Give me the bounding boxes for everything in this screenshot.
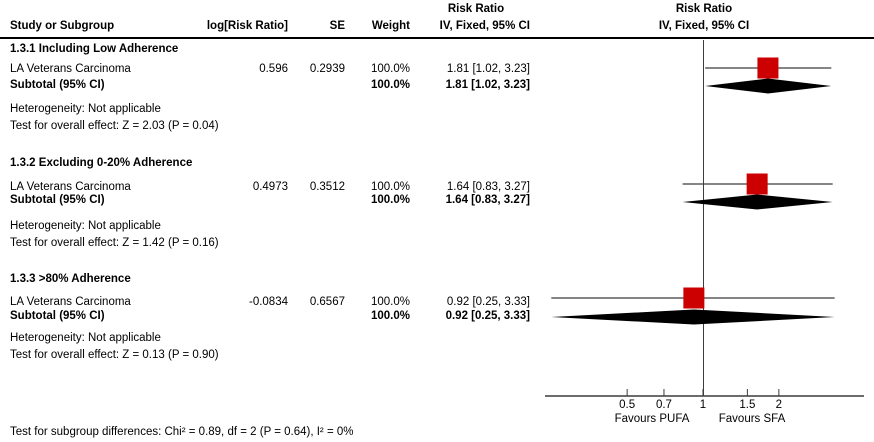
overall-effect-text: Test for overall effect: Z = 0.13 (P = 0… xyxy=(10,349,219,361)
subtotal-label: Subtotal (95% CI) xyxy=(10,194,105,206)
subtotal-diamond xyxy=(705,78,832,94)
study-row: LA Veterans Carcinoma -0.0834 0.6567 100… xyxy=(0,296,874,309)
overall-effect-text: Test for overall effect: Z = 2.03 (P = 0… xyxy=(10,120,219,132)
heterogeneity-text: Heterogeneity: Not applicable xyxy=(10,103,161,115)
study-se: 0.3512 xyxy=(309,181,345,193)
study-se: 0.6567 xyxy=(309,296,345,308)
subtotal-diamond xyxy=(682,194,833,210)
study-log-risk-ratio: -0.0834 xyxy=(248,296,288,308)
subgroup-differences-test: Test for subgroup differences: Chi² = 0.… xyxy=(10,426,354,438)
study-weight: 100.0% xyxy=(370,296,410,308)
header-underline xyxy=(0,37,874,39)
study-weight: 100.0% xyxy=(370,63,410,75)
column-header-log-risk-ratio: log[Risk Ratio] xyxy=(206,20,288,32)
study-ci-text: 1.64 [0.83, 3.27] xyxy=(446,181,530,193)
subtotal-label: Subtotal (95% CI) xyxy=(10,79,105,91)
study-row: LA Veterans Carcinoma 0.4973 0.3512 100.… xyxy=(0,181,874,194)
axis-tick-label: 0.7 xyxy=(655,399,672,411)
subtotal-weight: 100.0% xyxy=(370,310,410,322)
study-weight-marker xyxy=(683,287,705,309)
subtotal-ci-text: 1.64 [0.83, 3.27] xyxy=(445,194,530,206)
study-name: LA Veterans Carcinoma xyxy=(10,296,131,308)
study-ci-text: 0.92 [0.25, 3.33] xyxy=(446,296,530,308)
subtotal-ci-text: 1.81 [1.02, 3.23] xyxy=(445,79,530,91)
study-log-risk-ratio: 0.596 xyxy=(259,63,288,75)
heterogeneity-text: Heterogeneity: Not applicable xyxy=(10,332,161,344)
study-name: LA Veterans Carcinoma xyxy=(10,63,131,75)
subtotal-row: Subtotal (95% CI) 100.0% 1.81 [1.02, 3.2… xyxy=(0,79,874,92)
subtotal-diamond xyxy=(551,309,835,325)
subtotal-row: Subtotal (95% CI) 100.0% 1.64 [0.83, 3.2… xyxy=(0,194,874,207)
overall-effect-text: Test for overall effect: Z = 1.42 (P = 0… xyxy=(10,237,219,249)
subgroup-title: 1.3.1 Including Low Adherence xyxy=(10,43,179,55)
axis-tick-label: 2 xyxy=(775,399,783,411)
column-header-se: SE xyxy=(329,20,345,32)
subtotal-label: Subtotal (95% CI) xyxy=(10,310,105,322)
study-se: 0.2939 xyxy=(309,63,345,75)
study-log-risk-ratio: 0.4973 xyxy=(252,181,288,193)
plot-column-effect-title: Risk Ratio xyxy=(675,3,733,15)
axis-tick-label: 1 xyxy=(699,399,707,411)
subtotal-row: Subtotal (95% CI) 100.0% 0.92 [0.25, 3.3… xyxy=(0,310,874,323)
subtotal-weight: 100.0% xyxy=(370,194,410,206)
study-weight-marker xyxy=(746,173,768,195)
heterogeneity-text: Heterogeneity: Not applicable xyxy=(10,220,161,232)
study-ci-text: 1.81 [1.02, 3.23] xyxy=(446,63,530,75)
axis-tick-label: 1.5 xyxy=(739,399,756,411)
column-header-study: Study or Subgroup xyxy=(10,20,115,32)
subtotal-ci-text: 0.92 [0.25, 3.33] xyxy=(445,310,530,322)
study-weight: 100.0% xyxy=(370,181,410,193)
subgroup-title: 1.3.2 Excluding 0-20% Adherence xyxy=(10,157,193,169)
favours-left-label: Favours PUFA xyxy=(614,413,690,425)
study-row: LA Veterans Carcinoma 0.596 0.2939 100.0… xyxy=(0,63,874,76)
column-header-weight: Weight xyxy=(371,20,410,32)
column-header-ci: IV, Fixed, 95% CI xyxy=(439,20,530,32)
subtotal-weight: 100.0% xyxy=(370,79,410,91)
study-weight-marker xyxy=(757,57,779,79)
subgroup-title: 1.3.3 >80% Adherence xyxy=(10,273,131,285)
stat-column-effect-title: Risk Ratio xyxy=(447,3,505,15)
plot-column-method-header: IV, Fixed, 95% CI xyxy=(658,20,750,32)
axis-tick-label: 0.5 xyxy=(619,399,636,411)
study-name: LA Veterans Carcinoma xyxy=(10,181,131,193)
favours-right-label: Favours SFA xyxy=(718,413,786,425)
